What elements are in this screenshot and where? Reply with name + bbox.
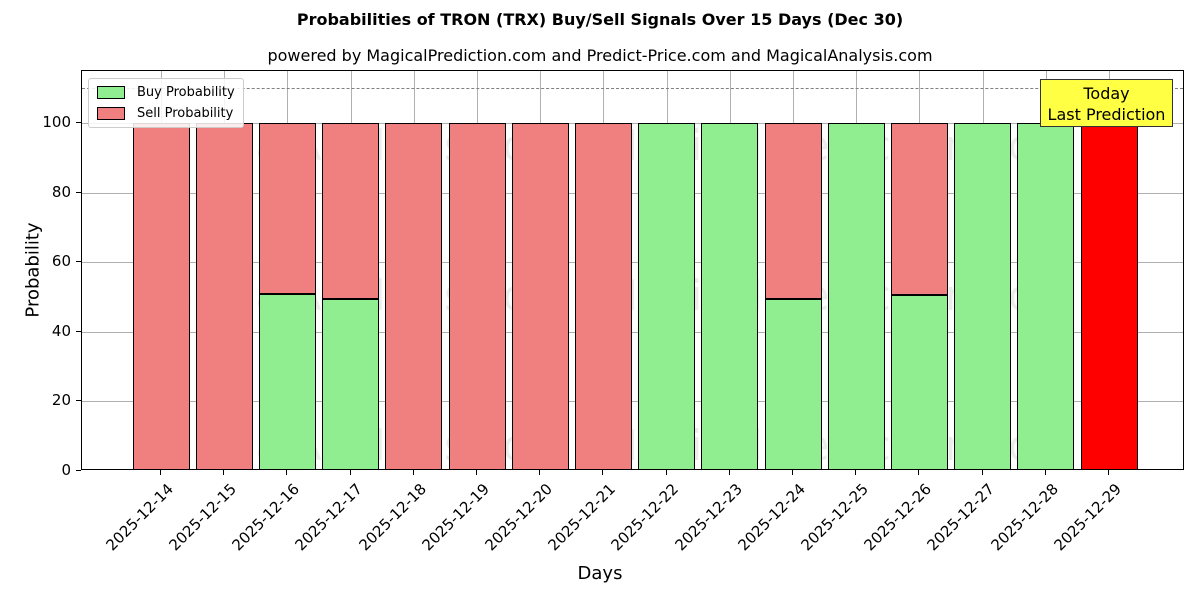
buy-swatch-icon [97, 86, 125, 99]
y-tick-mark [76, 330, 81, 332]
buy-bar [827, 123, 885, 469]
x-tick-label: 2025-12-25 [797, 480, 872, 555]
sell-bar [764, 123, 822, 300]
x-tick-mark [728, 470, 730, 475]
sell-bar [574, 123, 632, 469]
x-tick-label: 2025-12-14 [102, 480, 177, 555]
x-tick-label: 2025-12-29 [1050, 480, 1125, 555]
sell-bar [385, 123, 443, 469]
x-tick-label: 2025-12-15 [165, 480, 240, 555]
sell-bar [322, 123, 380, 300]
x-tick-mark [918, 470, 920, 475]
today-annotation: Today Last Prediction [1040, 79, 1173, 127]
h-gridline [82, 262, 1183, 264]
buy-bar [701, 123, 759, 469]
x-tick-mark [223, 470, 225, 475]
x-tick-label: 2025-12-19 [418, 480, 493, 555]
legend: Buy Probability Sell Probability [88, 78, 244, 128]
x-tick-mark [792, 470, 793, 475]
sell-bar [448, 123, 506, 469]
x-tick-mark [855, 470, 857, 475]
y-tick-label: 60 [51, 252, 71, 271]
h-gridline [82, 123, 1183, 125]
sell-bar [132, 123, 190, 469]
x-tick-mark [476, 470, 477, 475]
plot-area: MagicalAnalysis.comMagicalPrediction.com… [81, 70, 1184, 470]
h-gridline [82, 331, 1183, 333]
x-tick-label: 2025-12-16 [228, 480, 304, 555]
h-gridline [82, 401, 1183, 403]
buy-bar [890, 294, 948, 469]
sell-bar [890, 123, 948, 295]
x-tick-label: 2025-12-23 [671, 480, 746, 555]
annotation-line2: Last Prediction [1047, 105, 1166, 124]
y-tick-mark [76, 191, 81, 193]
sell-swatch-icon [97, 107, 125, 120]
x-tick-label: 2025-12-27 [923, 480, 999, 555]
buy-bar [322, 299, 380, 469]
legend-item-sell: Sell Probability [97, 103, 235, 124]
y-tick-label: 0 [61, 461, 71, 479]
x-tick-mark [160, 470, 161, 475]
x-tick-label: 2025-12-22 [607, 480, 683, 555]
x-tick-label: 2025-12-21 [544, 480, 620, 555]
x-tick-label: 2025-12-17 [291, 480, 367, 555]
x-tick-label: 2025-12-26 [860, 480, 936, 555]
legend-label-sell: Sell Probability [137, 106, 234, 121]
buy-bar [764, 299, 822, 469]
annotation-line1: Today [1083, 84, 1130, 103]
x-tick-mark [602, 470, 604, 475]
h-gridline [82, 192, 1183, 194]
x-tick-mark [412, 470, 414, 475]
y-tick-mark [76, 122, 81, 124]
x-tick-mark [981, 470, 983, 475]
reference-line [82, 88, 1183, 90]
x-tick-label: 2025-12-24 [734, 480, 809, 555]
buy-bar [258, 293, 316, 469]
x-tick-label: 2025-12-28 [987, 480, 1062, 555]
x-tick-mark [539, 470, 541, 475]
legend-item-buy: Buy Probability [97, 82, 235, 103]
x-tick-mark [286, 470, 288, 475]
legend-label-buy: Buy Probability [137, 85, 235, 100]
buy-bar [954, 123, 1012, 469]
x-tick-label: 2025-12-18 [355, 480, 430, 555]
x-tick-label: 2025-12-20 [481, 480, 556, 555]
y-tick-label: 100 [42, 113, 71, 132]
y-tick-label: 20 [51, 391, 71, 410]
sell-bar [511, 123, 569, 469]
chart-title: Probabilities of TRON (TRX) Buy/Sell Sig… [296, 10, 904, 29]
x-axis-label: Days [577, 563, 623, 584]
chart-subtitle: powered by MagicalPrediction.com and Pre… [267, 46, 933, 65]
sell-bar [258, 123, 316, 294]
x-tick-mark [665, 470, 667, 475]
sell-bar [195, 123, 253, 469]
buy-bar [638, 123, 696, 469]
sell-bar [1080, 123, 1138, 469]
buy-bar [1017, 123, 1075, 469]
y-tick-mark [76, 470, 81, 471]
y-tick-label: 80 [51, 182, 71, 201]
y-tick-mark [76, 261, 81, 263]
x-tick-mark [1108, 470, 1109, 475]
y-tick-mark [76, 400, 81, 402]
x-tick-mark [1044, 470, 1046, 475]
y-tick-label: 40 [51, 321, 71, 340]
x-tick-mark [349, 470, 351, 475]
